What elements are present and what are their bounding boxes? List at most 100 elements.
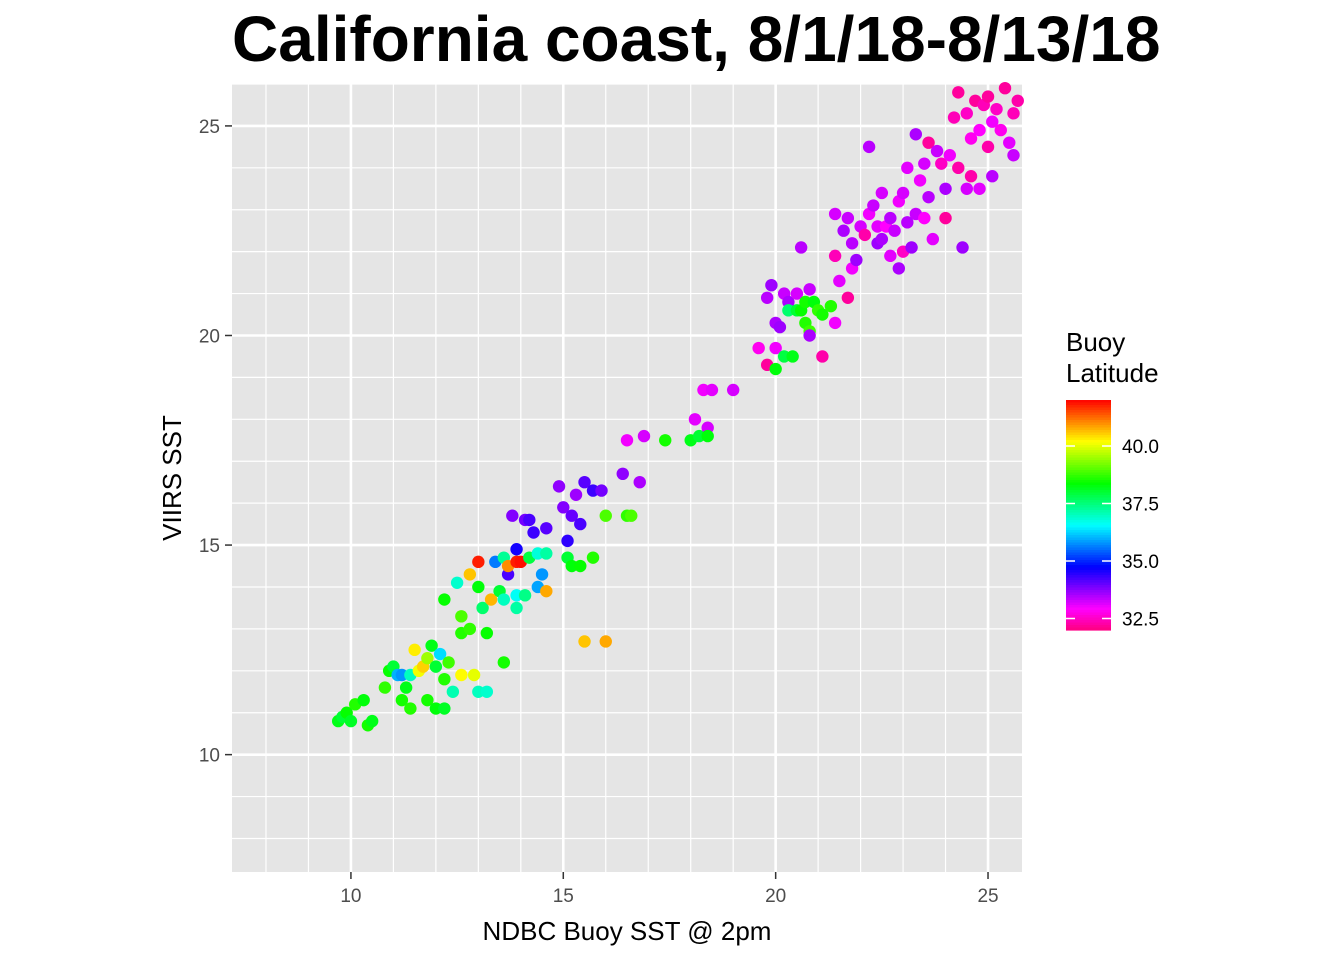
data-point <box>578 475 591 489</box>
data-point <box>455 668 468 682</box>
legend-color-segment <box>1066 482 1111 486</box>
data-point <box>523 513 536 527</box>
legend-color-segment <box>1066 617 1111 621</box>
legend-color-segment <box>1066 590 1111 594</box>
data-point <box>595 484 608 497</box>
legend-color-segment <box>1066 477 1111 481</box>
legend-color-segment <box>1066 625 1111 629</box>
data-point <box>905 241 918 254</box>
data-point <box>973 123 986 137</box>
data-point <box>442 656 455 669</box>
data-point <box>557 501 570 514</box>
legend-color-segment <box>1066 502 1111 506</box>
legend-color-segment <box>1066 475 1111 479</box>
legend-color-segment <box>1066 530 1111 534</box>
data-point <box>599 635 612 648</box>
data-point <box>765 278 778 292</box>
data-point <box>463 622 477 636</box>
x-tick-label: 20 <box>765 886 786 907</box>
data-point <box>909 128 923 141</box>
legend-color-segment <box>1066 600 1111 604</box>
legend-title-line-2: Latitude <box>1066 358 1159 388</box>
legend-color-segment <box>1066 565 1111 569</box>
data-point <box>998 81 1012 95</box>
y-tick-label: 15 <box>199 536 220 557</box>
data-point <box>565 509 578 522</box>
legend-color-segment <box>1066 435 1111 439</box>
legend-color-segment <box>1066 472 1111 476</box>
data-point <box>455 610 468 623</box>
legend-color-segment <box>1066 437 1111 441</box>
data-point <box>803 283 816 296</box>
data-point <box>620 434 634 447</box>
legend-color-segment <box>1066 597 1111 601</box>
color-legend: Buoy Latitude 32.5 35.0 37.5 40.0 <box>1066 327 1159 631</box>
legend-color-segment <box>1066 605 1111 609</box>
legend-color-segment <box>1066 620 1111 624</box>
data-point <box>952 161 965 175</box>
legend-color-segment <box>1066 557 1111 561</box>
legend-color-segment <box>1066 487 1111 491</box>
data-point <box>1011 94 1024 107</box>
data-point <box>828 249 842 263</box>
minor-gridlines <box>232 83 1022 872</box>
data-point <box>913 174 927 187</box>
data-point <box>973 182 986 195</box>
data-point <box>947 111 961 124</box>
data-point <box>858 228 872 242</box>
data-point <box>705 383 719 397</box>
data-point <box>438 672 451 686</box>
data-point <box>693 429 706 443</box>
data-point <box>918 157 931 170</box>
data-point <box>956 241 969 254</box>
data-point <box>901 216 914 229</box>
data-point <box>816 308 829 321</box>
legend-color-segment <box>1066 412 1111 416</box>
data-point <box>574 517 587 531</box>
legend-color-segment <box>1066 462 1111 466</box>
data-point <box>760 291 774 304</box>
data-point <box>841 211 855 225</box>
data-point <box>540 547 553 560</box>
legend-color-segment <box>1066 560 1111 564</box>
data-point <box>531 547 545 560</box>
data-point <box>637 429 651 443</box>
y-tick-label: 25 <box>199 117 220 138</box>
data-point <box>510 601 523 615</box>
data-point <box>697 383 710 397</box>
legend-color-segment <box>1066 485 1111 489</box>
data-point <box>574 559 587 573</box>
data-point <box>994 123 1007 137</box>
legend-tick-label: 40.0 <box>1122 437 1159 458</box>
legend-color-segment <box>1066 520 1111 524</box>
data-point <box>867 199 880 212</box>
legend-color-segment <box>1066 432 1111 436</box>
data-point <box>472 685 485 698</box>
legend-color-segment <box>1066 595 1111 599</box>
data-point <box>777 350 791 363</box>
legend-color-segment <box>1066 430 1111 434</box>
data-point <box>399 681 413 694</box>
legend-color-segment <box>1066 420 1111 424</box>
legend-color-segment <box>1066 425 1111 429</box>
data-point <box>786 350 799 363</box>
data-point <box>561 534 574 548</box>
data-point <box>769 362 782 376</box>
data-point <box>816 350 829 363</box>
chart-title: California coast, 8/1/18-8/13/18 <box>232 3 1161 75</box>
legend-color-segment <box>1066 592 1111 596</box>
data-point <box>552 480 566 493</box>
legend-color-segment <box>1066 442 1111 446</box>
legend-color-segment <box>1066 507 1111 511</box>
data-point <box>841 291 855 304</box>
data-point <box>472 580 485 594</box>
data-point <box>922 136 935 149</box>
data-point <box>569 488 583 501</box>
data-point <box>565 559 578 573</box>
data-point <box>888 224 901 237</box>
data-point <box>803 329 816 342</box>
data-point <box>365 714 379 728</box>
legend-color-segment <box>1066 505 1111 509</box>
legend-color-segment <box>1066 402 1111 406</box>
